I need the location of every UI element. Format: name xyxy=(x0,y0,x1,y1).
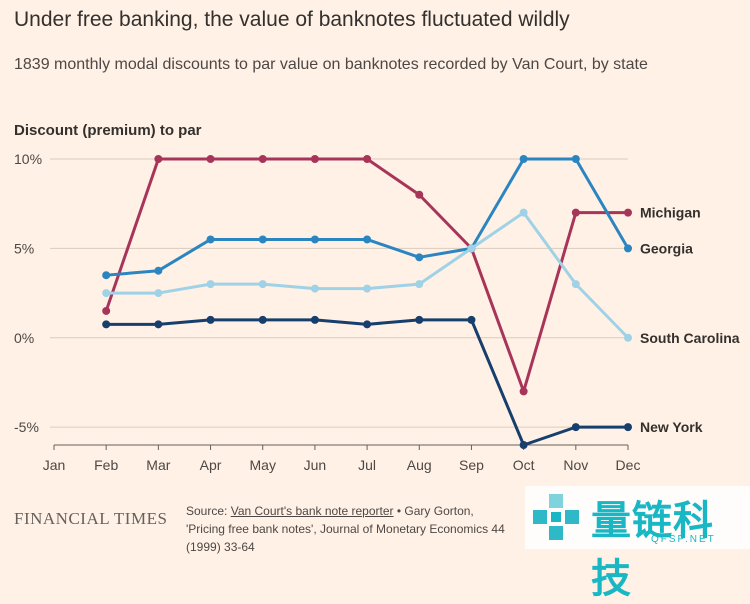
data-point-georgia xyxy=(624,244,632,253)
source-note: Source: Van Court's bank note reporter •… xyxy=(186,502,516,556)
data-point-michigan xyxy=(624,208,632,217)
x-tick-label: Dec xyxy=(616,457,641,473)
x-tick-label: Mar xyxy=(146,457,170,473)
data-point-georgia xyxy=(571,155,580,163)
line-chart: 10% 5% 0% -5% Jan Feb Mar Apr May Jun Jul Aug Sep Oc… xyxy=(14,151,740,473)
data-point-new-york xyxy=(571,423,580,432)
data-point-new-york xyxy=(206,315,215,324)
data-point-south-carolina xyxy=(571,280,580,289)
data-point-new-york xyxy=(154,320,163,329)
watermark-text: 量链科技 xyxy=(591,498,714,602)
data-point-south-carolina xyxy=(363,284,372,293)
watermark: 量链科技 QFSP.NET xyxy=(525,486,750,602)
watermark-logo-icon xyxy=(533,494,579,540)
data-point-michigan xyxy=(519,387,528,396)
x-tick-label: Sep xyxy=(459,457,484,473)
series-label-new-york: New York xyxy=(640,419,703,435)
y-tick-label: 10% xyxy=(14,151,42,167)
data-point-south-carolina xyxy=(102,289,111,298)
y-tick-label: 0% xyxy=(14,330,34,346)
y-tick-label: -5% xyxy=(14,419,39,435)
data-point-south-carolina xyxy=(415,280,424,289)
chart-title: Under free banking, the value of banknot… xyxy=(14,8,570,31)
data-point-michigan xyxy=(206,155,215,163)
series-labels: Michigan Georgia South Carolina New York xyxy=(640,205,740,436)
series-label-michigan: Michigan xyxy=(640,205,701,221)
data-point-georgia xyxy=(415,253,424,262)
source-prefix: Source: xyxy=(186,504,231,518)
data-point-new-york xyxy=(519,441,528,449)
y-tick-labels: 10% 5% 0% -5% xyxy=(14,151,42,435)
data-point-south-carolina xyxy=(519,208,528,217)
ft-logo: FINANCIAL TIMES xyxy=(14,509,168,528)
data-point-south-carolina xyxy=(206,280,215,289)
y-tick-label: 5% xyxy=(14,240,34,256)
x-tick-label: Jun xyxy=(304,457,327,473)
series-line-georgia xyxy=(106,157,630,277)
x-tick-label: Nov xyxy=(563,457,588,473)
data-point-georgia xyxy=(258,235,267,244)
data-point-new-york xyxy=(310,315,319,324)
data-point-michigan xyxy=(154,155,163,163)
x-tick-label: May xyxy=(250,457,276,473)
data-point-michigan xyxy=(102,306,111,315)
y-axis-label: Discount (premium) to par xyxy=(14,122,202,139)
data-point-new-york xyxy=(258,315,267,324)
data-point-michigan xyxy=(571,208,580,217)
x-tick-label: Oct xyxy=(513,457,535,473)
series-lines xyxy=(102,155,632,449)
watermark-sub: QFSP.NET xyxy=(651,534,716,545)
data-point-michigan xyxy=(363,155,372,163)
data-point-south-carolina xyxy=(624,333,632,342)
data-point-south-carolina xyxy=(154,289,163,298)
data-point-south-carolina xyxy=(258,280,267,289)
data-point-new-york xyxy=(467,315,476,324)
data-point-georgia xyxy=(206,235,215,244)
series-line-new-york xyxy=(106,318,628,447)
series-label-south-carolina: South Carolina xyxy=(640,330,740,346)
data-point-georgia xyxy=(102,271,111,280)
chart-subtitle: 1839 monthly modal discounts to par valu… xyxy=(14,56,648,73)
data-point-new-york xyxy=(102,320,111,329)
series-line-south-carolina xyxy=(106,211,630,339)
data-point-new-york xyxy=(624,423,632,432)
x-tick-label: Jul xyxy=(358,457,376,473)
x-tick-label: Apr xyxy=(200,457,222,473)
series-line-michigan xyxy=(104,157,628,393)
data-point-georgia xyxy=(310,235,319,244)
data-point-michigan xyxy=(258,155,267,163)
x-tick-labels: Jan Feb Mar Apr May Jun Jul Aug Sep Oct Nov Dec xyxy=(43,445,641,473)
gridlines xyxy=(50,158,628,446)
data-point-georgia xyxy=(519,155,528,163)
x-tick-label: Aug xyxy=(407,457,432,473)
x-tick-label: Feb xyxy=(94,457,118,473)
source-link[interactable]: Van Court's bank note reporter xyxy=(230,504,394,518)
data-point-georgia xyxy=(363,235,372,244)
data-point-georgia xyxy=(154,266,163,275)
data-point-south-carolina xyxy=(310,284,319,293)
data-point-new-york xyxy=(363,320,372,329)
series-label-georgia: Georgia xyxy=(640,240,693,256)
data-point-michigan xyxy=(415,190,424,199)
data-point-michigan xyxy=(310,155,319,163)
data-point-south-carolina xyxy=(467,244,476,253)
data-point-new-york xyxy=(415,315,424,324)
x-tick-label: Jan xyxy=(43,457,66,473)
